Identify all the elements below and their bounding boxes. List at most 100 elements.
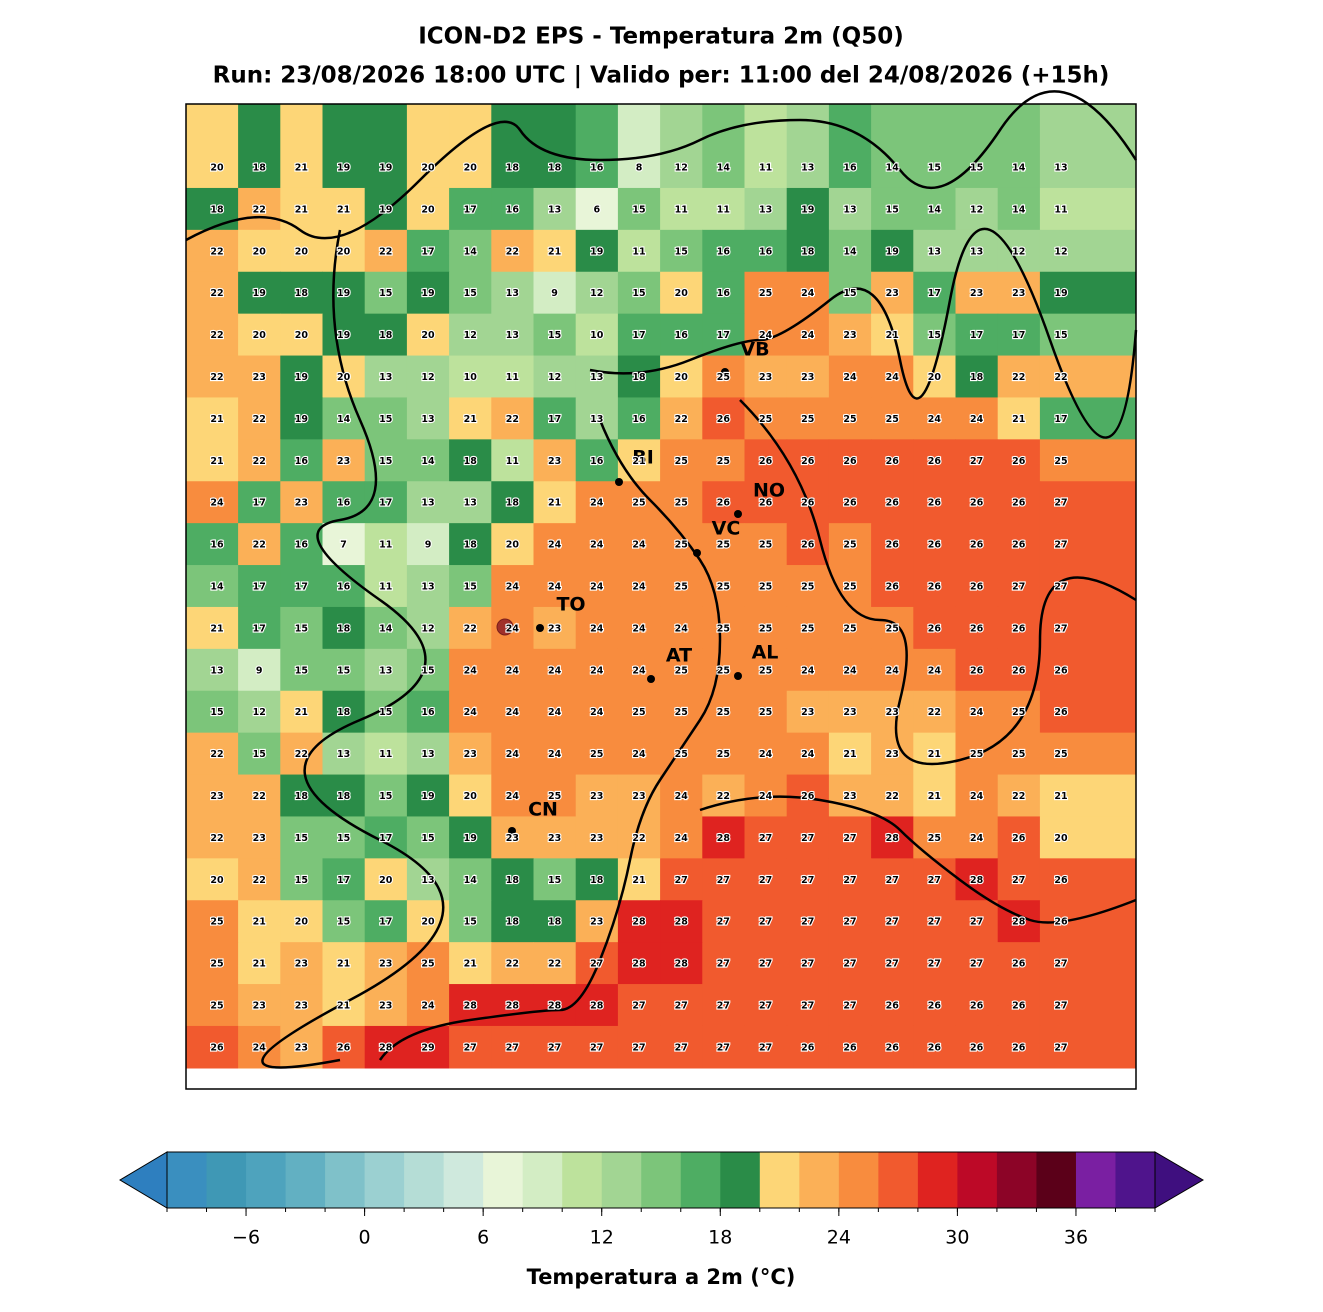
value-label: 13	[928, 246, 941, 257]
value-label: 22	[210, 288, 223, 299]
value-label: 26	[843, 498, 857, 509]
field-cell	[997, 313, 1041, 357]
field-cell	[406, 397, 450, 440]
value-label: 25	[801, 414, 814, 425]
colorbar-box	[562, 1152, 603, 1208]
value-label: 22	[1054, 372, 1067, 383]
field-cell	[786, 984, 830, 1027]
value-label: 23	[295, 1042, 308, 1053]
value-label: 26	[759, 456, 773, 467]
value-label: 23	[295, 498, 308, 509]
value-label: 9	[256, 665, 263, 676]
field-cell	[238, 565, 281, 608]
value-label: 27	[928, 917, 941, 928]
field-cell	[533, 104, 577, 189]
field-cell	[491, 900, 534, 943]
field-cell	[786, 732, 830, 776]
field-cell	[913, 104, 956, 189]
field-cell	[280, 481, 323, 524]
field-cell	[617, 355, 661, 398]
value-label: 16	[421, 707, 435, 718]
value-label: 28	[675, 917, 689, 928]
field-cell	[997, 523, 1041, 566]
value-label: 23	[253, 372, 266, 383]
field-cell	[913, 481, 956, 524]
field-cell	[186, 732, 239, 776]
value-label: 24	[548, 582, 562, 593]
field-cell	[660, 313, 703, 357]
value-label: 19	[295, 414, 308, 425]
field-cell	[1039, 606, 1137, 650]
field-cell	[997, 774, 1041, 817]
field-cell	[828, 900, 872, 943]
field-cell	[997, 732, 1041, 776]
value-label: 24	[675, 791, 689, 802]
field-cell	[660, 104, 703, 189]
value-label: 25	[632, 498, 645, 509]
field-cell	[280, 397, 323, 440]
value-label: 24	[506, 707, 520, 718]
value-label: 25	[886, 623, 899, 634]
field-cell	[364, 984, 408, 1027]
value-label: 23	[843, 707, 856, 718]
value-label: 15	[843, 288, 856, 299]
field-cell	[1039, 481, 1137, 524]
field-cell	[449, 1025, 492, 1069]
value-label: 10	[590, 330, 604, 341]
value-label: 25	[210, 917, 223, 928]
field-cell	[702, 816, 745, 859]
field-cell	[491, 984, 534, 1027]
value-label: 21	[253, 917, 266, 928]
city-label: CN	[528, 799, 558, 821]
field-cell	[871, 439, 914, 482]
field-cell	[533, 313, 577, 357]
field-cell	[280, 355, 323, 398]
field-cell	[406, 565, 450, 608]
value-label: 23	[548, 833, 561, 844]
value-label: 14	[421, 456, 435, 467]
value-label: 23	[590, 791, 603, 802]
value-label: 20	[421, 917, 435, 928]
field-cell	[491, 732, 534, 776]
value-label: 27	[464, 1042, 477, 1053]
field-cell	[786, 313, 830, 357]
value-label: 27	[717, 1001, 730, 1012]
city-label: VC	[712, 518, 741, 540]
value-label: 22	[210, 833, 223, 844]
field-cell	[449, 900, 492, 943]
value-label: 27	[590, 959, 603, 970]
value-label: 14	[928, 204, 942, 215]
value-label: 21	[210, 456, 223, 467]
value-label: 25	[717, 540, 730, 551]
field-cell	[786, 816, 830, 859]
value-label: 18	[295, 791, 309, 802]
tick-label: 6	[477, 1227, 489, 1249]
value-label: 14	[337, 414, 351, 425]
value-label: 27	[886, 917, 899, 928]
value-label: 21	[548, 246, 561, 257]
field-cell	[406, 439, 450, 482]
colorbar-box	[759, 1152, 800, 1208]
value-label: 12	[1054, 246, 1067, 257]
value-label: 15	[337, 665, 350, 676]
value-label: 21	[843, 749, 856, 760]
field-cell	[186, 355, 239, 398]
field-cell	[575, 313, 619, 357]
value-label: 23	[337, 456, 350, 467]
field-cell	[997, 690, 1041, 734]
colorbar-under	[119, 1151, 168, 1209]
value-label: 15	[379, 456, 392, 467]
value-label: 29	[421, 1042, 434, 1053]
field-cell	[322, 606, 366, 650]
value-label: 21	[210, 623, 223, 634]
field-cell	[871, 187, 914, 231]
value-label: 15	[675, 246, 688, 257]
field-cell	[744, 565, 788, 608]
field-cell	[913, 732, 956, 776]
value-label: 26	[928, 623, 942, 634]
field-cell	[702, 942, 745, 985]
value-label: 24	[590, 540, 604, 551]
field-cell	[955, 858, 999, 901]
value-label: 15	[548, 875, 561, 886]
value-label: 24	[590, 623, 604, 634]
